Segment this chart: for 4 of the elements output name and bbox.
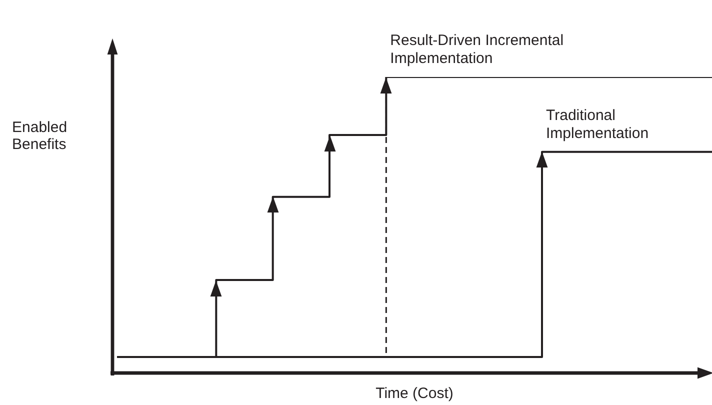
y-axis-title: Enabled Benefits xyxy=(12,119,68,153)
series-label: Traditional Implementation xyxy=(546,106,649,142)
series-label: Result-Driven Incremental Implementation xyxy=(390,32,564,67)
x-axis-title: Time (Cost) xyxy=(376,385,454,402)
